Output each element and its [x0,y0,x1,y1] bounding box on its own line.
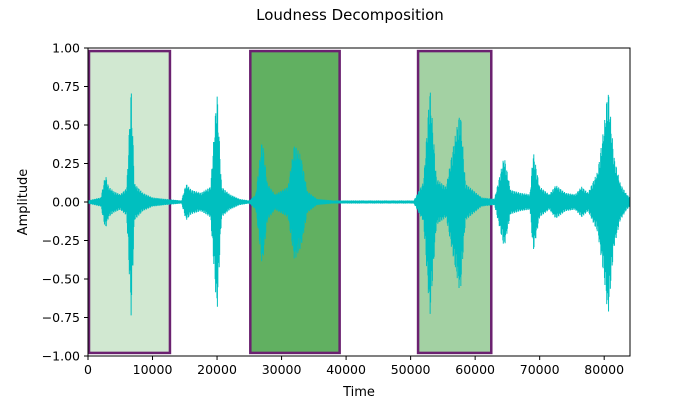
x-tick-label: 50000 [391,362,431,377]
x-tick-label: 70000 [520,362,560,377]
waveform-line [87,92,631,316]
x-tick-label: 10000 [133,362,173,377]
x-tick-label: 30000 [262,362,302,377]
y-axis-ticks: 1.00 0.75 0.50 0.25 0.00 −0.25 −0.50 −0.75 −1.00 [42,41,88,364]
y-tick-label: −0.75 [42,310,80,325]
x-axis-ticks: 0 10000 20000 30000 40000 50000 60000 70000 8000… [84,356,624,377]
y-tick-label: −0.25 [42,233,80,248]
x-axis-label: Time [342,385,375,400]
waveform-layer [87,92,631,316]
plot-frame [87,47,631,357]
x-tick-label: 0 [84,362,92,377]
x-tick-label: 80000 [584,362,624,377]
y-tick-label: −0.50 [42,272,80,287]
y-axis-label: Amplitude [16,169,31,236]
chart-title: Loudness Decomposition [256,6,444,24]
y-tick-label: −1.00 [42,349,80,364]
y-tick-label: 0.00 [52,195,80,210]
y-tick-label: 1.00 [52,41,80,56]
x-tick-label: 40000 [326,362,366,377]
y-tick-label: 0.50 [52,118,80,133]
y-tick-label: 0.25 [52,156,80,171]
x-tick-label: 20000 [197,362,237,377]
y-tick-label: 0.75 [52,79,80,94]
x-tick-label: 60000 [455,362,495,377]
